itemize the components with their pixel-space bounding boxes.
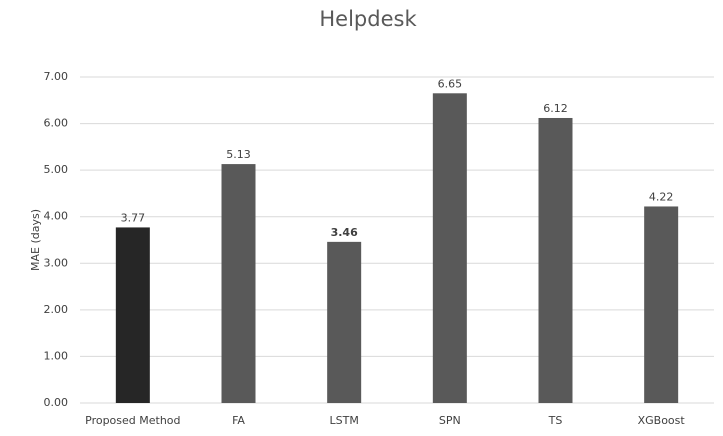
bar xyxy=(432,93,467,404)
bar xyxy=(327,241,362,403)
x-tick-label: XGBoost xyxy=(638,414,686,427)
y-tick-label: 5.00 xyxy=(44,163,69,176)
x-tick-label: TS xyxy=(548,414,563,427)
value-label: 3.77 xyxy=(121,211,146,224)
y-tick-label: 4.00 xyxy=(44,210,69,223)
x-tick-label: LSTM xyxy=(330,414,359,427)
y-tick-label: 6.00 xyxy=(44,117,69,130)
chart-title: Helpdesk xyxy=(319,7,417,31)
value-label: 6.12 xyxy=(543,102,568,115)
x-tick-label: SPN xyxy=(439,414,461,427)
x-tick-label: FA xyxy=(232,414,245,427)
value-label: 3.46 xyxy=(331,226,358,239)
value-label: 6.65 xyxy=(438,77,463,90)
bar xyxy=(538,117,573,404)
bar xyxy=(221,164,256,403)
y-tick-label: 1.00 xyxy=(44,349,69,362)
y-tick-label: 7.00 xyxy=(44,70,69,83)
y-tick-label: 2.00 xyxy=(44,303,69,316)
y-tick-label: 3.00 xyxy=(44,256,69,269)
value-label: 5.13 xyxy=(226,148,251,161)
bar xyxy=(115,227,150,403)
x-tick-label: Proposed Method xyxy=(85,414,180,427)
bar xyxy=(644,206,679,403)
value-label: 4.22 xyxy=(649,190,674,203)
y-tick-label: 0.00 xyxy=(44,396,69,409)
y-axis-label: MAE (days) xyxy=(29,209,42,271)
